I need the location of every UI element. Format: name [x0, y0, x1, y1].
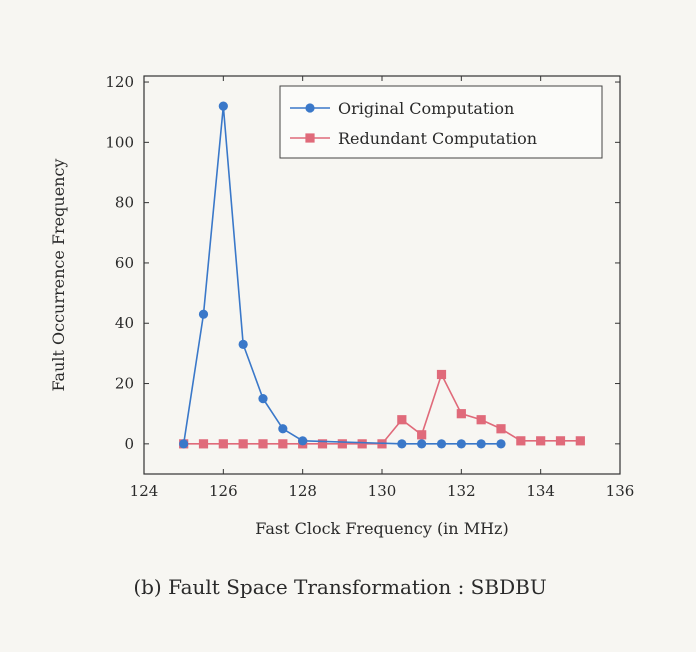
data-point [278, 424, 288, 434]
data-point [278, 439, 288, 449]
series-1 [179, 369, 585, 449]
data-point [258, 439, 268, 449]
x-tick-label: 126 [209, 482, 238, 500]
data-point [417, 430, 427, 440]
y-axis-label: Fault Occurrence Frequency [49, 159, 68, 392]
data-point [238, 439, 248, 449]
x-tick-label: 124 [130, 482, 159, 500]
data-point [456, 409, 466, 419]
data-point [317, 439, 328, 449]
x-tick-label: 136 [606, 482, 635, 500]
axis-ticks: 124 126 128 130 132 134 136 0 20 40 60 80 100 120 [105, 73, 634, 500]
data-point [436, 439, 447, 449]
y-tick-label: 120 [105, 73, 134, 91]
legend-label: Redundant Computation [338, 129, 537, 148]
legend-marker [305, 133, 315, 143]
x-tick-label: 134 [526, 482, 555, 500]
data-point [476, 439, 486, 449]
data-point [397, 415, 407, 425]
data-point [417, 439, 427, 449]
data-point [179, 439, 189, 449]
data-point [198, 439, 209, 449]
data-point [298, 436, 308, 446]
x-tick-label: 130 [368, 482, 397, 500]
data-point [218, 101, 228, 111]
data-point [496, 424, 506, 434]
data-point [516, 436, 526, 446]
data-point [258, 394, 268, 404]
x-tick-label: 132 [447, 482, 476, 500]
data-point [397, 439, 407, 449]
data-point [337, 439, 347, 449]
y-tick-label: 100 [105, 133, 134, 151]
data-point [536, 436, 546, 446]
legend: Original Computation Redundant Computatio… [279, 85, 603, 159]
data-point [476, 415, 486, 425]
series-0 [179, 101, 506, 449]
y-tick-label: 60 [115, 254, 134, 272]
data-point [575, 436, 585, 446]
data-point [555, 436, 566, 446]
series-line [183, 372, 581, 445]
data-point [198, 309, 209, 319]
data-point [496, 439, 506, 449]
series-layer [179, 101, 585, 449]
legend-marker [305, 103, 315, 113]
x-axis-label: Fast Clock Frequency (in MHz) [255, 519, 508, 538]
legend-box [279, 85, 603, 159]
y-tick-label: 20 [115, 375, 134, 393]
y-tick-label: 0 [124, 435, 134, 453]
data-point [218, 439, 228, 449]
data-point [238, 339, 248, 349]
y-tick-label: 40 [115, 314, 134, 332]
data-point [357, 439, 367, 449]
figure-caption: (b) Fault Space Transformation : SBDBU [133, 575, 546, 599]
data-point [456, 439, 466, 449]
y-tick-label: 80 [115, 194, 134, 212]
legend-label: Original Computation [338, 99, 514, 118]
data-point [436, 369, 447, 380]
x-tick-label: 128 [288, 482, 317, 500]
